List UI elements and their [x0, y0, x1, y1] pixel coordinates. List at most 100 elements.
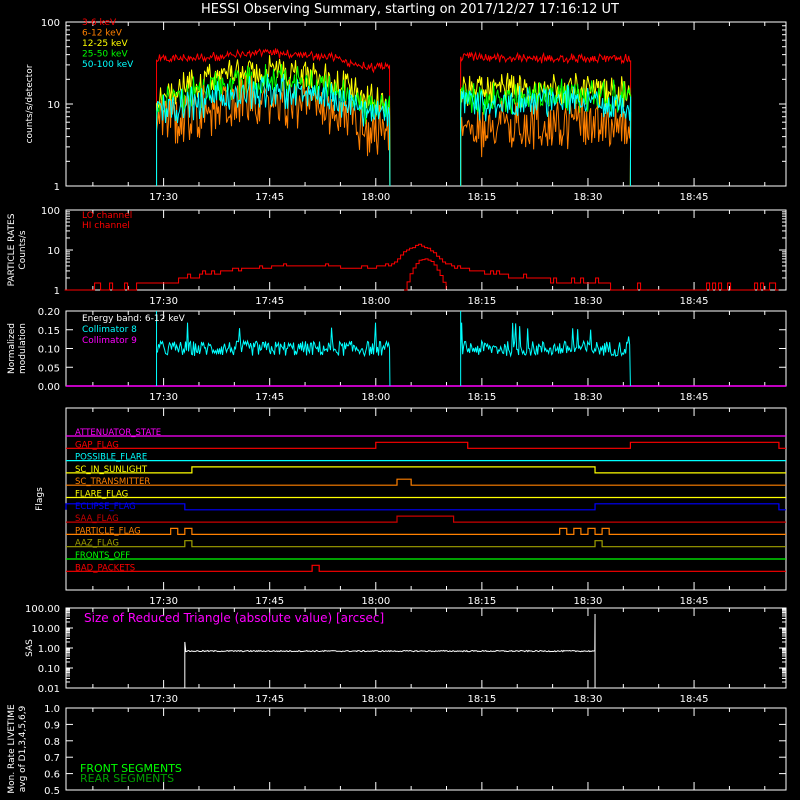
legend-entry: LO channel [82, 211, 132, 221]
time-tick-label: 17:30 [149, 694, 178, 705]
time-tick-label: 17:45 [255, 596, 284, 607]
chart-title: HESSI Observing Summary, starting on 201… [201, 2, 619, 17]
legend-entry: Energy band: 6-12 keV [82, 314, 186, 324]
time-tick-label: 18:45 [680, 392, 709, 403]
legend-entry: 12-25 keV [82, 39, 128, 49]
flag-label: FLARE_FLAG [75, 490, 128, 500]
y-tick-label: 1.0 [44, 704, 60, 715]
y-tick-label: 0.00 [38, 382, 60, 393]
y-tick-label: 100 [41, 18, 60, 29]
flag-label: ECLIPSE_FLAG [75, 502, 136, 512]
y-axis-label: modulation [18, 323, 28, 374]
y-tick-label: 0.6 [44, 770, 60, 781]
flag-label: POSSIBLE_FLARE [75, 453, 147, 463]
legend-entry: 25-50 keV [82, 50, 128, 60]
time-tick-label: 18:15 [467, 596, 496, 607]
time-tick-label: 17:45 [255, 192, 284, 203]
time-tick-label: 17:45 [255, 296, 284, 307]
time-tick-label: 18:00 [361, 192, 390, 203]
time-tick-label: 18:45 [680, 694, 709, 705]
time-tick-label: 18:15 [467, 392, 496, 403]
series-line-3-6-keV [156, 48, 632, 187]
time-tick-label: 18:00 [361, 296, 390, 307]
y-tick-label: 100 [41, 206, 60, 217]
legend-entry: 3-6 keV [82, 18, 117, 28]
y-axis-label: counts/s/detector [25, 64, 35, 143]
sas-annotation: Size of Reduced Triangle (absolute value… [84, 611, 384, 625]
time-tick-label: 18:15 [467, 694, 496, 705]
flag-line [66, 478, 786, 486]
y-tick-label: 10 [47, 246, 60, 257]
flag-line [66, 466, 786, 474]
series-line-50-100-keV [156, 73, 632, 187]
y-tick-label: 0.5 [44, 786, 60, 797]
time-tick-label: 18:30 [574, 296, 603, 307]
time-tick-label: 18:00 [361, 596, 390, 607]
time-tick-label: 18:45 [680, 296, 709, 307]
flag-label: SC_TRANSMITTER [75, 477, 150, 487]
y-tick-label: 0.10 [38, 345, 60, 356]
y-tick-label: 1 [54, 286, 60, 297]
y-tick-label: 10 [47, 100, 60, 111]
time-tick-label: 18:15 [467, 192, 496, 203]
y-axis-label: avg of D1,3,4,5,6,9 [18, 705, 28, 792]
flag-line [66, 515, 786, 523]
time-tick-label: 18:45 [680, 192, 709, 203]
y-tick-label: 0.7 [44, 753, 60, 764]
flag-line [66, 564, 786, 572]
flag-line [65, 503, 786, 511]
y-tick-label: 0.8 [44, 737, 60, 748]
y-tick-label: 1.00 [38, 644, 60, 655]
legend-entry: Collimator 8 [82, 325, 137, 335]
y-axis-label: Mon. Rate LIVETIME [7, 704, 17, 794]
legend-entry: HI channel [82, 221, 130, 231]
series-line-LO-channel [64, 243, 779, 291]
flag-label: AAZ_FLAG [75, 539, 119, 549]
panel-frame-flags [65, 407, 787, 591]
y-axis-label: PARTICLE RATES [7, 213, 17, 286]
panel-frame-livetime [65, 707, 787, 791]
time-tick-label: 18:30 [574, 596, 603, 607]
time-tick-label: 17:30 [149, 392, 178, 403]
time-tick-label: 18:15 [467, 296, 496, 307]
time-tick-label: 17:45 [255, 392, 284, 403]
series-line-25-50-keV [156, 64, 632, 187]
flag-label: FRONTS_OFF [75, 551, 130, 561]
legend-entry: REAR SEGMENTS [80, 772, 174, 785]
time-tick-label: 18:45 [680, 596, 709, 607]
y-tick-label: 10.00 [31, 624, 60, 635]
flag-label: BAD_PACKETS [75, 563, 135, 573]
time-tick-label: 18:00 [361, 392, 390, 403]
panel-frame-particle [65, 209, 787, 291]
y-tick-label: 0.20 [38, 307, 60, 318]
time-tick-label: 17:45 [255, 694, 284, 705]
y-axis-label: Flags [35, 487, 45, 511]
time-tick-label: 17:30 [149, 192, 178, 203]
y-tick-label: 100.00 [25, 604, 60, 615]
flag-label: SC_IN_SUNLIGHT [75, 465, 148, 475]
flag-line [66, 441, 786, 449]
y-tick-label: 0.05 [38, 363, 60, 374]
y-tick-label: 0.15 [38, 326, 60, 337]
y-axis-label: SAS [25, 639, 35, 657]
y-tick-label: 0.01 [38, 684, 60, 695]
time-tick-label: 17:30 [149, 596, 178, 607]
y-axis-label: Counts/s [18, 230, 28, 269]
time-tick-label: 18:30 [574, 694, 603, 705]
time-tick-label: 18:30 [574, 192, 603, 203]
flag-label: GAP_FLAG [75, 440, 119, 450]
time-tick-label: 17:30 [149, 296, 178, 307]
legend-entry: FRONT SEGMENTS [80, 762, 182, 775]
y-tick-label: 0.9 [44, 720, 60, 731]
y-tick-label: 1 [54, 182, 60, 193]
flag-line [66, 527, 786, 535]
y-axis-label: Normalized [7, 323, 17, 374]
series-line-HI-channel [404, 258, 447, 291]
time-tick-label: 18:30 [574, 392, 603, 403]
flag-label: SAA_FLAG [75, 514, 119, 524]
time-tick-label: 18:00 [361, 694, 390, 705]
flag-line [66, 540, 786, 548]
legend-entry: 6-12 keV [82, 29, 123, 39]
